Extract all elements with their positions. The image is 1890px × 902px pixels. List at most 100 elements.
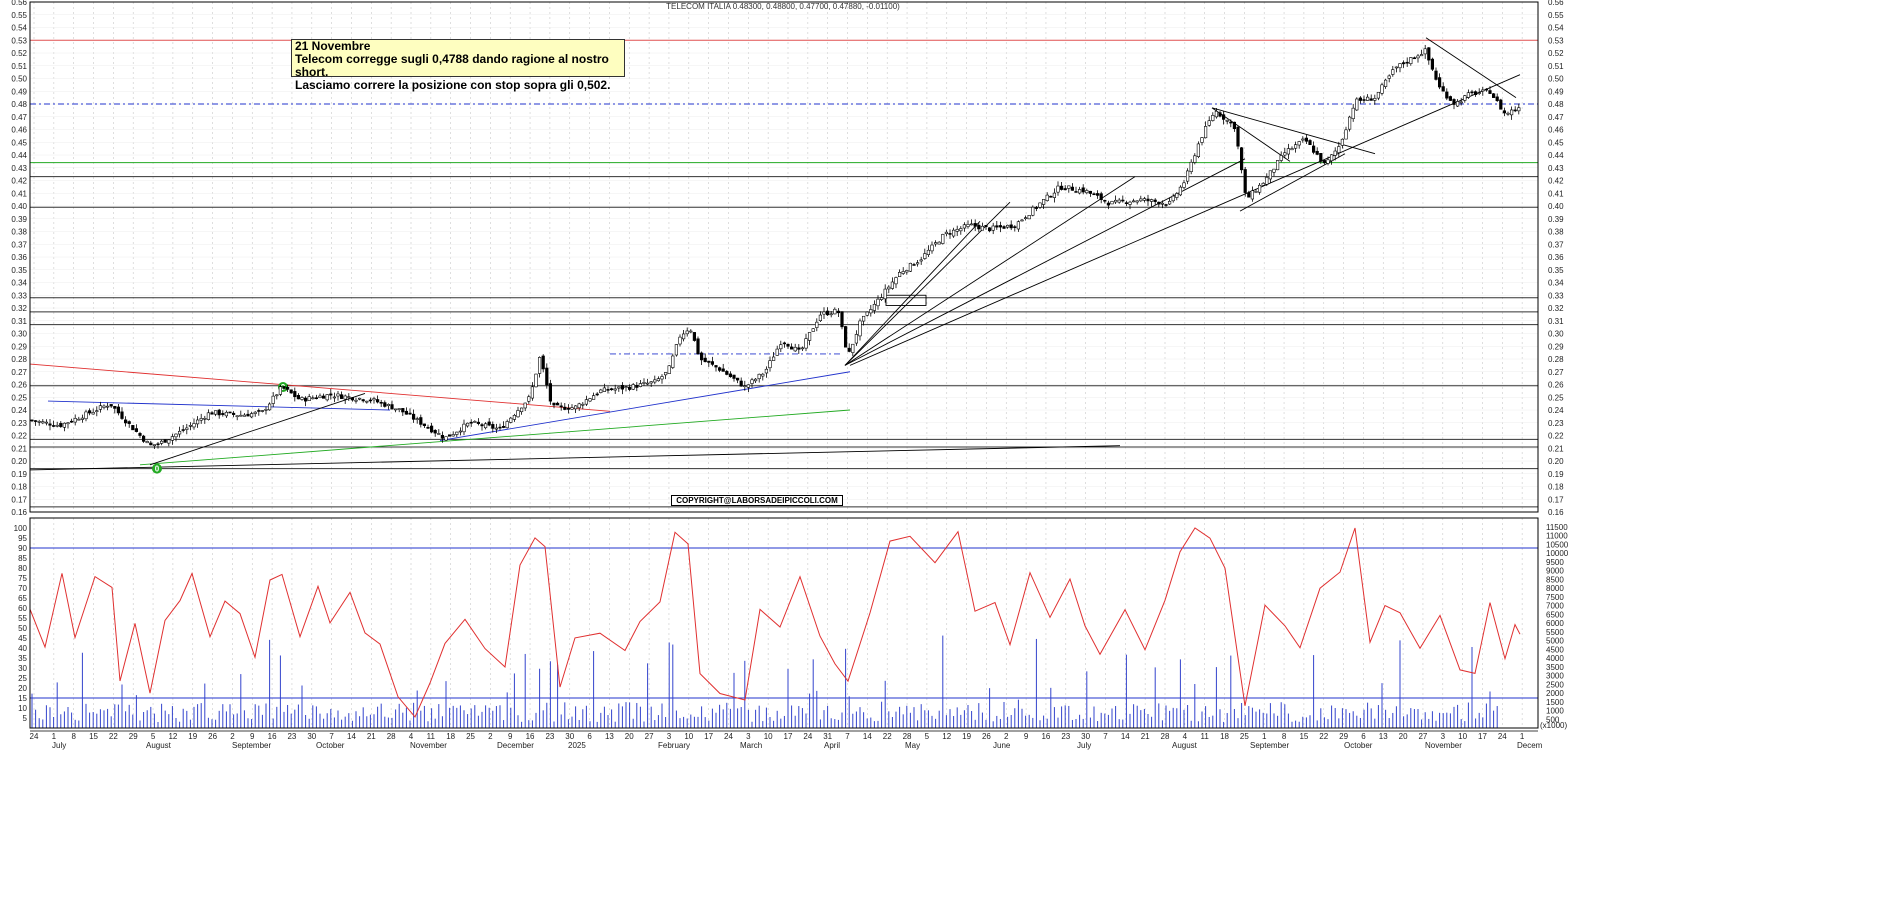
candle-body: [627, 386, 632, 390]
candle-body: [879, 297, 884, 300]
x-day-tick-label: 24: [724, 732, 733, 741]
x-month-label: September: [232, 741, 271, 750]
candle-body: [966, 224, 970, 227]
candle-body: [937, 241, 941, 245]
candle-body: [1034, 207, 1038, 209]
candle-body: [257, 410, 261, 412]
candle-body: [1178, 186, 1182, 196]
x-day-tick-label: 21: [1141, 732, 1150, 741]
candle-body: [1175, 193, 1179, 198]
candle-body: [516, 410, 520, 418]
trendline: [139, 409, 851, 466]
osc-tick-label-left: 65: [18, 594, 27, 603]
candle-body: [1236, 126, 1240, 147]
candle-body: [1088, 190, 1092, 194]
y-tick-label-right: 0.19: [1548, 470, 1564, 479]
candle-body: [933, 242, 938, 245]
candle-body: [1315, 150, 1319, 155]
y-tick-label-right: 0.31: [1548, 317, 1564, 326]
y-tick-label-left: 0.42: [11, 177, 27, 186]
x-day-tick-label: 24: [803, 732, 812, 741]
y-tick-label-left: 0.48: [11, 100, 27, 109]
osc-tick-label-left: 25: [18, 674, 27, 683]
candle-body: [109, 404, 113, 407]
candle-body: [455, 431, 459, 435]
y-tick-label-right: 0.34: [1548, 279, 1564, 288]
x-day-tick-label: 19: [188, 732, 197, 741]
candle-body: [908, 262, 912, 272]
candle-body: [955, 229, 959, 232]
candle-body: [984, 225, 988, 227]
y-tick-label-left: 0.46: [11, 126, 27, 135]
candle-body: [1466, 92, 1470, 98]
x-month-label: April: [824, 741, 840, 750]
candle-body: [962, 224, 966, 229]
candle-body: [1168, 201, 1172, 205]
candle-body: [124, 419, 128, 424]
candle-body: [1380, 84, 1384, 94]
x-day-tick-label: 3: [1441, 732, 1446, 741]
candle-body: [228, 411, 232, 414]
candle-body: [833, 308, 837, 315]
x-day-tick-label: 23: [287, 732, 296, 741]
candle-body: [595, 393, 599, 396]
x-day-tick-label: 25: [466, 732, 475, 741]
candle-body: [1333, 150, 1337, 156]
candle-body: [1376, 91, 1380, 99]
volume-tick-label-right: 4000: [1546, 654, 1564, 663]
candle-body: [55, 424, 59, 427]
candle-body: [1502, 110, 1506, 114]
candle-body: [419, 417, 423, 425]
candle-body: [725, 370, 729, 375]
candle-body: [1355, 98, 1359, 111]
chart-title: TELECOM ITALIA 0.48300, 0.48800, 0.47700…: [666, 2, 900, 11]
x-month-label: September: [1250, 741, 1289, 750]
candle-body: [1348, 116, 1352, 130]
candle-body: [854, 334, 858, 344]
osc-tick-label-left: 80: [18, 564, 27, 573]
candle-body: [977, 224, 981, 230]
y-tick-label-right: 0.43: [1548, 164, 1564, 173]
candle-body: [365, 400, 369, 403]
candle-body: [275, 394, 279, 397]
candle-body: [1412, 57, 1416, 60]
candle-body: [1405, 61, 1409, 64]
candle-body: [1153, 199, 1157, 202]
y-tick-label-right: 0.50: [1548, 75, 1564, 84]
x-month-label: July: [1077, 741, 1091, 750]
candle-body: [415, 418, 419, 420]
candle-body: [372, 398, 376, 401]
x-day-tick-label: 2: [230, 732, 235, 741]
candle-body: [883, 288, 887, 300]
candle-body: [613, 388, 617, 391]
wave-marker-label: 0: [155, 465, 160, 474]
x-day-tick-label: 7: [845, 732, 850, 741]
candle-body: [897, 272, 902, 277]
osc-tick-label-left: 30: [18, 664, 27, 673]
candle-body: [667, 365, 671, 374]
y-tick-label-left: 0.26: [11, 381, 27, 390]
candle-body: [98, 405, 102, 410]
x-month-label: 2025: [568, 741, 586, 750]
x-day-tick-label: 12: [168, 732, 177, 741]
candle-body: [523, 402, 527, 409]
candle-body: [771, 356, 776, 361]
candle-body: [566, 407, 570, 410]
candle-body: [1135, 200, 1139, 203]
y-tick-label-left: 0.40: [11, 202, 27, 211]
candle-body: [829, 313, 833, 316]
candle-body: [1337, 146, 1341, 153]
candle-body: [552, 402, 556, 406]
candle-body: [1196, 143, 1200, 157]
osc-tick-label-left: 5: [23, 714, 28, 723]
candle-body: [163, 439, 167, 443]
candle-body: [1366, 96, 1370, 101]
trendlines: 20: [29, 37, 1521, 474]
x-day-tick-label: 28: [387, 732, 396, 741]
y-tick-label-left: 0.31: [11, 317, 27, 326]
candle-body: [314, 397, 319, 400]
candle-body: [638, 383, 642, 387]
y-tick-label-right: 0.20: [1548, 457, 1564, 466]
candle-body: [1294, 144, 1298, 149]
trendline: [844, 176, 1136, 366]
